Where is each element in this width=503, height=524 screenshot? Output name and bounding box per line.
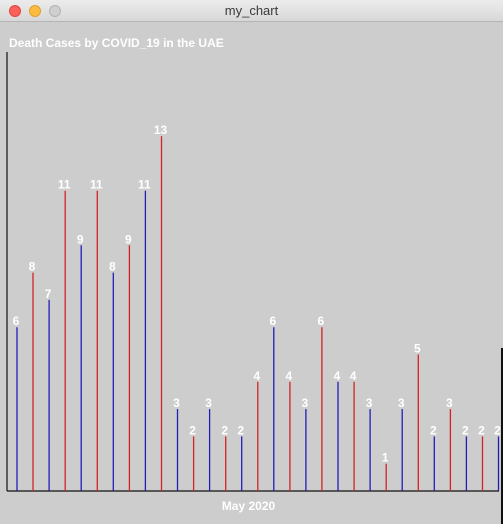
bar-series [16, 136, 500, 491]
bar-value-label: 2 [221, 423, 228, 437]
close-button[interactable] [9, 5, 21, 17]
x-axis-label: May 2020 [221, 499, 276, 513]
window-title: my_chart [224, 3, 279, 18]
chart-area: 6 8 7 11 9 11 8 9 11 13 3 2 3 2 2 4 6 4 3 6 4 4 3 1 3 5 2 3 2 2 2 [0, 22, 503, 524]
bar-value-label: 8 [29, 260, 36, 274]
bar-value-label: 3 [366, 396, 373, 410]
bar-value-label: 2 [462, 423, 469, 437]
title-bar: my_chart [0, 0, 503, 22]
bar-value-label: 13 [154, 123, 168, 137]
bar-value-label: 9 [77, 232, 84, 246]
bar-value-label: 6 [13, 314, 20, 328]
bar-value-label: 3 [398, 396, 405, 410]
bar-value-label: 4 [350, 369, 357, 383]
bar-value-label: 1 [382, 451, 389, 465]
minimize-button[interactable] [29, 5, 41, 17]
bar-value-label: 7 [45, 287, 52, 301]
bar-value-label: 2 [494, 423, 501, 437]
bar-value-label: 2 [430, 423, 437, 437]
bar-value-label: 8 [109, 260, 116, 274]
bar-value-label: 11 [58, 178, 71, 192]
bar-value-label: 3 [446, 396, 453, 410]
zoom-button[interactable] [49, 5, 61, 17]
bar-value-label: 5 [414, 342, 421, 356]
bar-value-label: 3 [302, 396, 309, 410]
bar-value-label: 2 [237, 423, 244, 437]
bar-value-label: 4 [286, 369, 293, 383]
bar-value-label: 3 [173, 396, 180, 410]
bar-value-label: 4 [334, 369, 341, 383]
bar-value-label: 3 [205, 396, 212, 410]
chart-title: Death Cases by COVID_19 in the UAE [9, 36, 224, 50]
bar-value-label: 2 [189, 423, 196, 437]
bar-value-label: 11 [138, 178, 151, 192]
bar-value-label: 2 [478, 423, 485, 437]
bar-value-label: 6 [269, 314, 276, 328]
bar-value-label: 6 [318, 314, 325, 328]
window-edge-shadow [501, 348, 503, 524]
bar-value-label: 4 [253, 369, 260, 383]
bar-value-label: 11 [90, 178, 103, 192]
bar-value-label: 9 [125, 232, 132, 246]
